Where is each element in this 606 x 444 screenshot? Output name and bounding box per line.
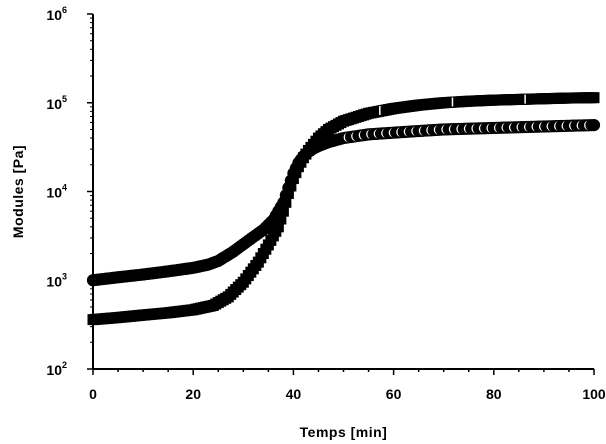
data-point-square: [588, 92, 600, 104]
x-tick-label: 20: [185, 386, 201, 402]
labels: Temps [min] Modules [Pa]: [10, 145, 387, 440]
series-layer: [86, 92, 601, 326]
y-tick-exponent: 4: [62, 183, 67, 193]
y-tick-label: 106: [46, 5, 67, 23]
y-tick-exponent: 6: [62, 5, 67, 15]
x-tick-label: 80: [486, 386, 502, 402]
y-tick-exponent: 3: [62, 271, 67, 281]
y-tick-base: 10: [46, 7, 62, 23]
x-tick-label: 60: [386, 386, 402, 402]
y-tick-base: 10: [46, 362, 62, 378]
y-tick-base: 10: [46, 185, 62, 201]
y-tick-label: 104: [46, 183, 67, 201]
y-tick-label: 105: [46, 94, 67, 112]
y-axis-label: Modules [Pa]: [10, 145, 26, 238]
y-tick-base: 10: [46, 96, 62, 112]
series-circle: [86, 118, 601, 287]
y-tick-label: 103: [46, 271, 67, 289]
x-tick-label: 0: [89, 386, 97, 402]
y-tick-exponent: 5: [62, 94, 67, 104]
y-tick-label: 102: [46, 360, 67, 378]
data-point-circle: [587, 118, 601, 132]
series-square: [87, 92, 600, 326]
x-axis-label: Temps [min]: [300, 424, 388, 440]
x-tick-label: 100: [582, 386, 606, 402]
y-tick-exponent: 2: [62, 360, 67, 370]
y-tick-base: 10: [46, 273, 62, 289]
x-tick-label: 40: [286, 386, 302, 402]
